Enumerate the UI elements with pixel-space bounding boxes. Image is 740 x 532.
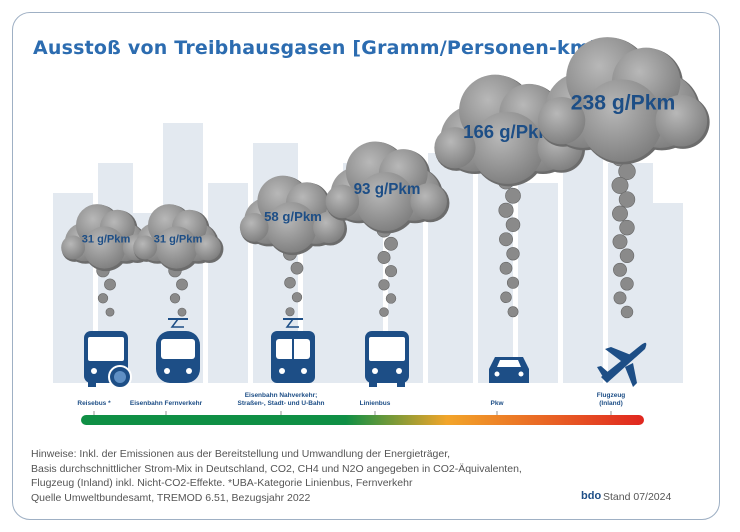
note-line: Basis durchschnittlicher Strom-Mix in De… [31,462,522,475]
smoke-puff [177,307,187,317]
chart-title: Ausstoß von Treibhausgasen [Gramm/Person… [33,37,599,59]
smoke-puff [619,219,635,236]
smoke-puff [507,306,519,318]
cloud: 93 g/Pkm [325,141,450,234]
smoke-puff [500,291,512,303]
notes: Hinweise: Inkl. der Emissionen aus der B… [31,447,522,505]
category-label: Flugzeug (Inland) [596,392,626,407]
smoke-puff [284,276,296,289]
smoke-puff [611,177,629,194]
note-line: Flugzeug (Inland) inkl. Nicht-CO2-Effekt… [31,477,413,489]
smoke-puff [620,277,634,291]
smoke-puff [379,307,389,317]
smoke-puff [506,276,520,289]
chart-canvas: 31 g/Pkm 31 g/Pkm 58 g/Pkm 93 g/Pkm 166 g/Pk… [53,37,710,425]
cloud: 58 g/Pkm [239,175,347,256]
category-label: Eisenbahn Nahverkehr; Straßen-, Stadt- u… [237,392,325,407]
smoke-puff [506,247,520,261]
coach-bus-globe-icon [84,331,132,389]
smoke-puff [291,292,303,303]
bus-icon [365,331,409,387]
smoke-puff [377,250,391,264]
category-label: Pkw [490,400,504,407]
data-label: 31 g/Pkm [82,233,131,245]
data-label: 58 g/Pkm [264,209,322,224]
smoke-puff [613,291,627,305]
smoke-puff [618,191,636,208]
bdo-logo: bdo [581,490,602,502]
smoke-puff [385,293,397,304]
smoke-puff [169,293,181,304]
smoke-puff [612,234,628,250]
data-label: 166 g/Pkm [463,121,555,142]
smoke-puff [105,307,115,317]
smoke-puff [505,217,521,233]
data-label: 93 g/Pkm [354,181,421,198]
smoke-puff [384,265,398,278]
cloud: 31 g/Pkm [61,204,152,272]
smoke-puff [620,305,634,319]
category-label: Linienbus [359,400,391,407]
data-label: 31 g/Pkm [154,233,203,245]
data-label: 238 g/Pkm [571,91,676,114]
smoke-puff [176,278,188,291]
smoke-puff [498,202,514,218]
note-line: Hinweise: Inkl. der Emissionen aus der B… [31,448,451,460]
stand-date: Stand 07/2024 [603,491,672,503]
note-line: Quelle Umweltbundesamt, TREMOD 6.51, Bez… [31,491,311,504]
smoke-puff [499,232,513,247]
smoke-puff [612,205,628,222]
smoke-puff [613,262,627,277]
tram-icon [271,318,315,383]
smoke-puff [619,248,635,263]
cloud: 31 g/Pkm [133,204,224,272]
smoke-puff [285,307,295,317]
smoke-puff [384,236,398,251]
airplane-icon [597,342,647,387]
train-icon [156,318,200,383]
car-icon [489,357,529,383]
emission-scale-bar [81,415,644,425]
infographic-card: Ausstoß von Treibhausgasen [Gramm/Person… [12,12,720,520]
cloud: 238 g/Pkm [537,37,710,165]
smoke-puff [505,187,521,204]
smoke-puff [290,261,304,275]
smoke-puff [97,293,109,304]
smoke-puff [104,278,116,291]
smoke-puff [378,279,390,291]
category-label: Eisenbahn Fernverkehr [129,400,203,407]
smoke-puff [499,261,513,275]
category-label: Reisebus * [77,400,111,407]
